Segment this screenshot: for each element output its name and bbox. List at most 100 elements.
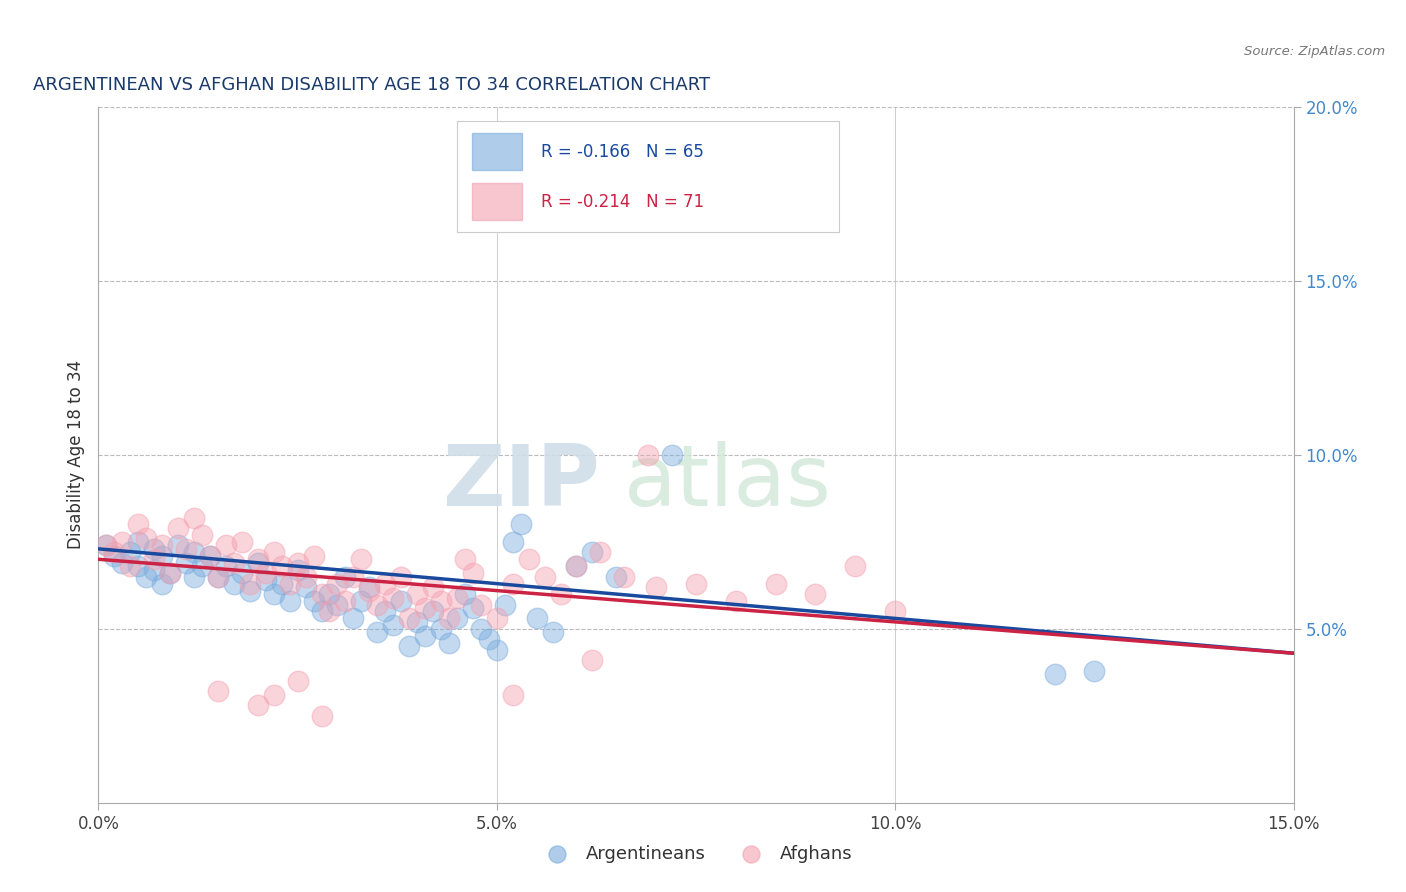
Point: [263, 587, 285, 601]
Point: [191, 528, 214, 542]
Point: [318, 587, 340, 601]
Point: [335, 570, 357, 584]
Point: [541, 625, 564, 640]
Point: [135, 570, 157, 584]
Point: [263, 688, 285, 702]
Point: [485, 642, 508, 657]
Point: [454, 587, 477, 601]
Point: [150, 549, 173, 563]
Point: [661, 448, 683, 462]
Point: [207, 570, 229, 584]
Point: [359, 583, 381, 598]
Point: [446, 611, 468, 625]
Text: atlas: atlas: [624, 442, 832, 524]
Point: [565, 559, 588, 574]
Point: [270, 576, 292, 591]
Point: [413, 629, 436, 643]
Text: ZIP: ZIP: [443, 442, 600, 524]
Point: [287, 674, 309, 689]
Point: [406, 587, 429, 601]
Point: [804, 587, 827, 601]
Point: [430, 622, 453, 636]
Point: [120, 545, 142, 559]
Point: [884, 605, 907, 619]
Point: [461, 566, 484, 581]
Point: [207, 684, 229, 698]
Point: [183, 570, 205, 584]
Point: [294, 570, 316, 584]
Point: [183, 545, 205, 559]
Point: [359, 580, 381, 594]
Point: [645, 580, 668, 594]
Point: [222, 556, 245, 570]
Point: [287, 556, 309, 570]
Point: [437, 636, 460, 650]
Point: [382, 618, 405, 632]
Point: [278, 576, 301, 591]
Point: [478, 632, 501, 647]
Point: [246, 552, 269, 566]
Point: [159, 566, 181, 581]
Point: [167, 521, 190, 535]
Point: [565, 559, 588, 574]
Point: [470, 598, 492, 612]
Point: [581, 653, 603, 667]
Point: [254, 573, 277, 587]
Point: [342, 611, 364, 625]
Point: [127, 559, 149, 574]
Point: [246, 556, 269, 570]
Point: [389, 594, 412, 608]
Point: [422, 580, 444, 594]
Point: [382, 591, 405, 605]
Point: [502, 576, 524, 591]
Point: [311, 708, 333, 723]
Point: [198, 549, 221, 563]
Point: [430, 594, 453, 608]
Point: [389, 570, 412, 584]
Point: [422, 605, 444, 619]
Point: [326, 576, 349, 591]
Point: [533, 570, 555, 584]
Point: [589, 545, 612, 559]
Point: [526, 611, 548, 625]
Point: [374, 576, 396, 591]
Point: [326, 598, 349, 612]
Point: [198, 549, 221, 563]
Point: [120, 559, 142, 574]
Point: [311, 587, 333, 601]
Point: [454, 552, 477, 566]
Point: [143, 563, 166, 577]
Point: [215, 538, 238, 552]
Point: [222, 576, 245, 591]
Point: [127, 534, 149, 549]
Point: [398, 611, 420, 625]
Point: [270, 559, 292, 574]
Point: [366, 598, 388, 612]
Point: [374, 605, 396, 619]
Point: [724, 594, 747, 608]
Point: [844, 559, 866, 574]
Point: [637, 448, 659, 462]
Point: [470, 622, 492, 636]
Point: [103, 545, 125, 559]
Point: [406, 615, 429, 629]
Point: [207, 570, 229, 584]
Point: [143, 552, 166, 566]
Point: [502, 534, 524, 549]
Point: [143, 541, 166, 556]
Point: [318, 605, 340, 619]
Point: [302, 594, 325, 608]
Point: [685, 576, 707, 591]
Point: [311, 605, 333, 619]
Point: [191, 559, 214, 574]
Point: [350, 552, 373, 566]
Point: [96, 538, 118, 552]
Point: [159, 566, 181, 581]
Point: [765, 576, 787, 591]
Point: [135, 532, 157, 546]
Point: [111, 556, 134, 570]
Point: [239, 583, 262, 598]
Point: [150, 538, 173, 552]
Point: [350, 594, 373, 608]
Point: [581, 545, 603, 559]
